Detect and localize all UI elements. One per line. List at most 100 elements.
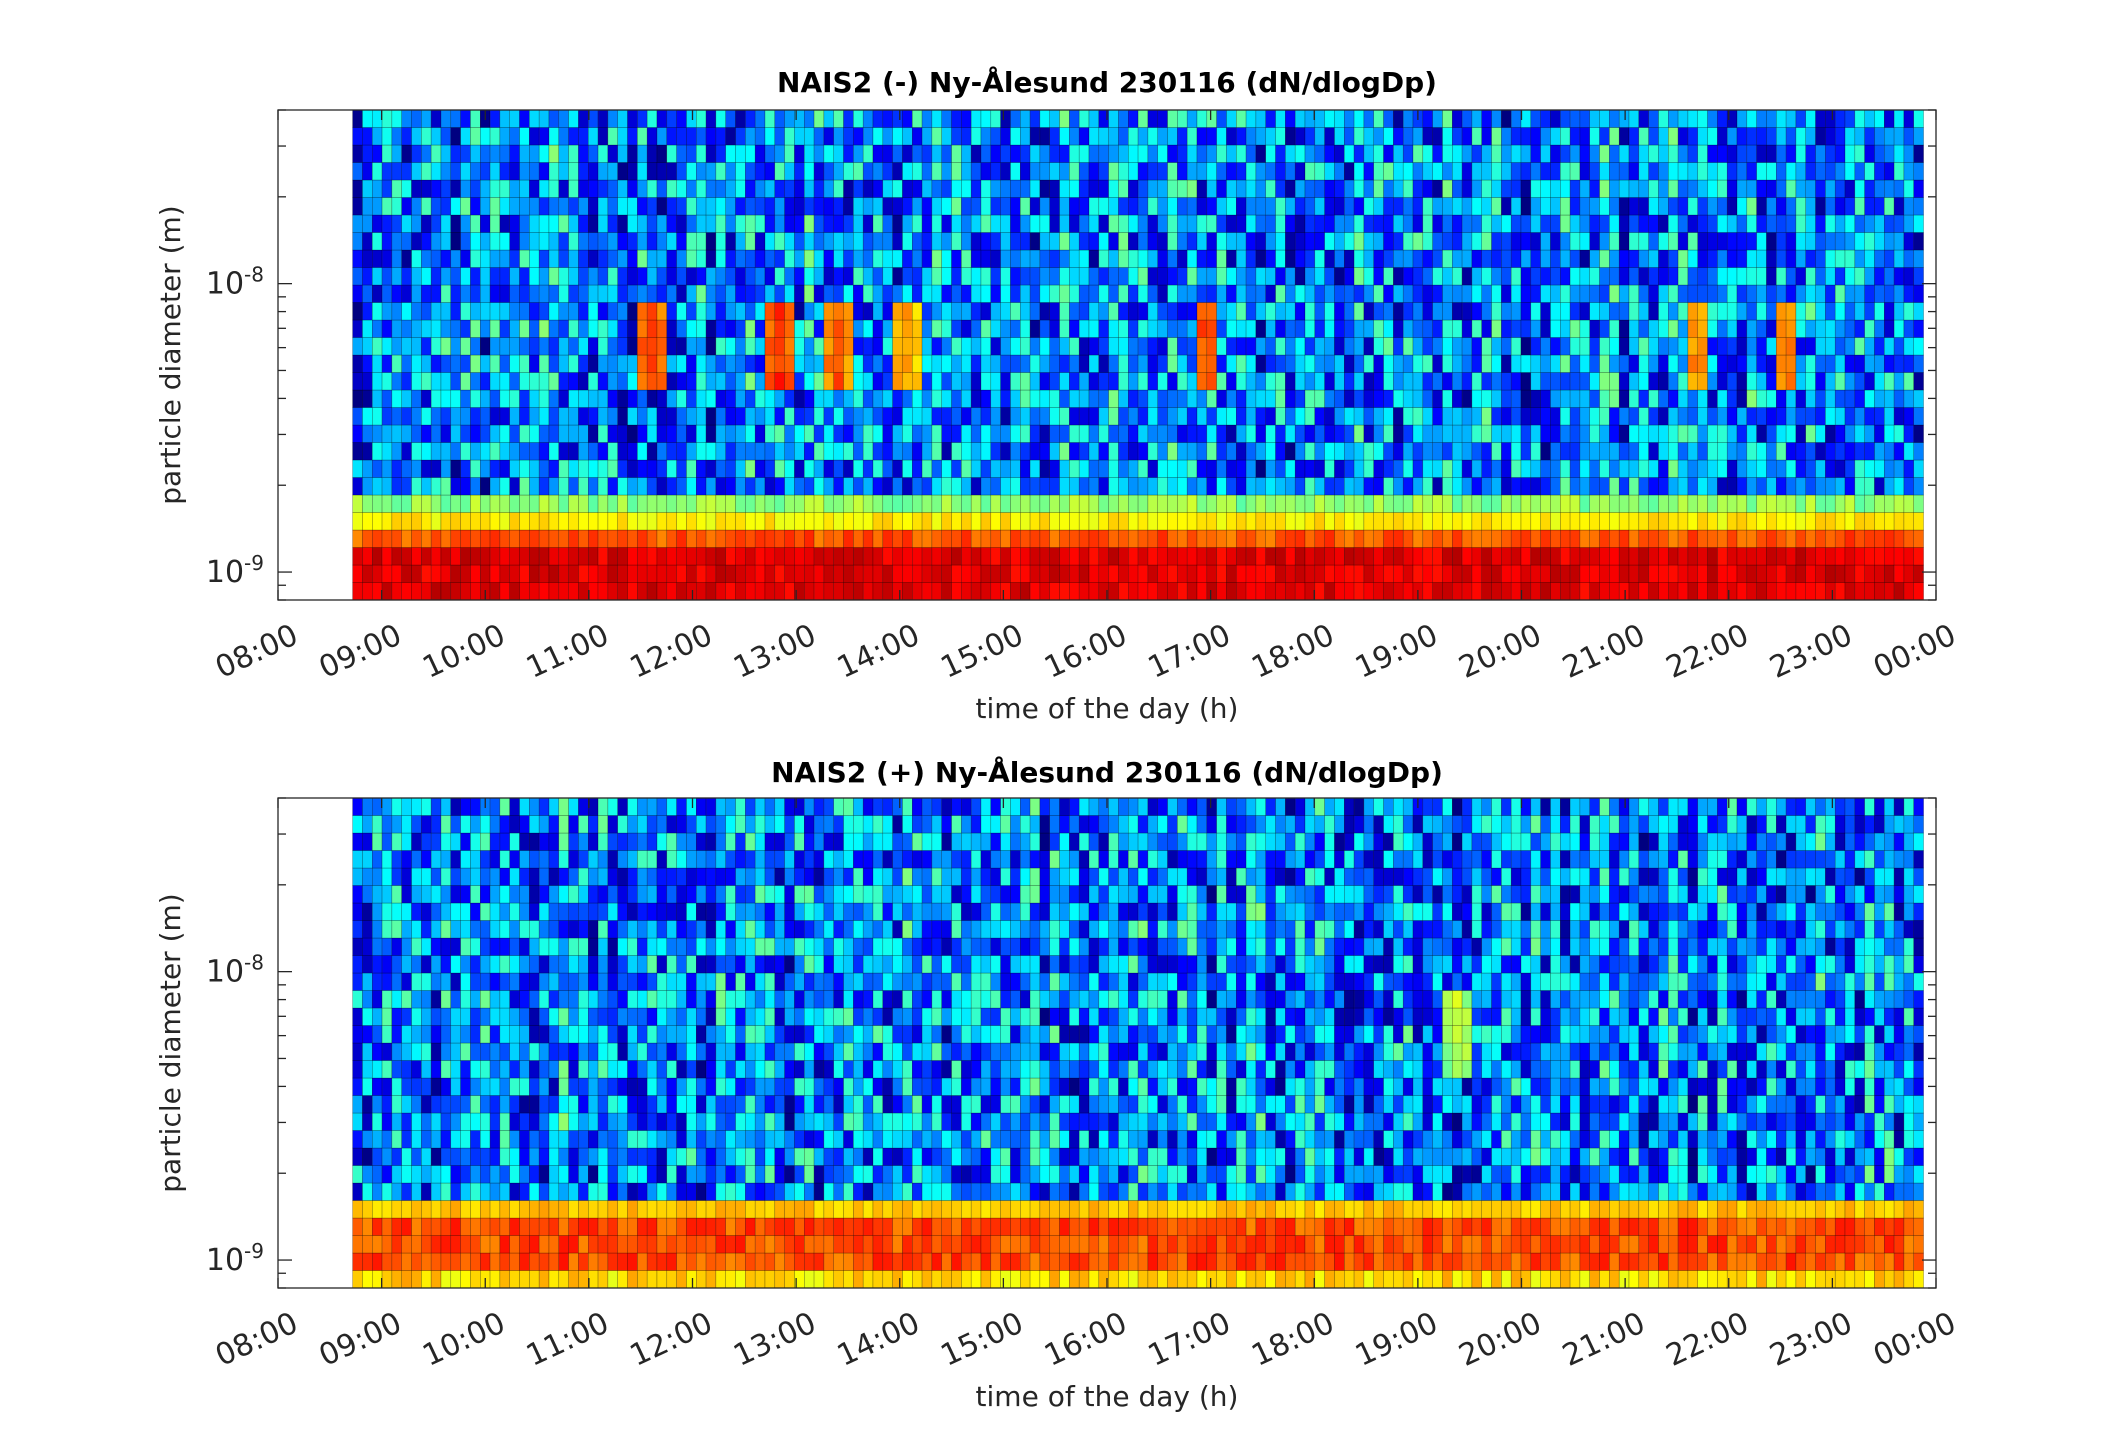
heatmap-cell <box>656 162 668 181</box>
heatmap-cell <box>421 1077 432 1096</box>
heatmap-cell <box>990 564 1001 583</box>
heatmap-cell <box>1137 354 1149 373</box>
heatmap-cell <box>1687 284 1698 303</box>
heatmap-cell <box>1668 302 1679 321</box>
heatmap-cell <box>401 109 412 128</box>
heatmap-cell <box>1884 337 1895 356</box>
heatmap-cell <box>1363 267 1374 286</box>
heatmap-cell <box>1059 197 1070 216</box>
heatmap-cell <box>1265 179 1276 198</box>
heatmap-cell <box>1275 407 1286 426</box>
heatmap-cell <box>1216 267 1227 286</box>
heatmap-cell <box>902 424 913 443</box>
heatmap-cell <box>558 162 569 181</box>
heatmap-cell <box>1579 512 1590 531</box>
heatmap-cell <box>1648 442 1659 461</box>
heatmap-cell <box>1893 144 1905 163</box>
heatmap-cell <box>1805 232 1816 251</box>
heatmap-cell <box>529 144 540 163</box>
heatmap-cell <box>1373 564 1384 583</box>
heatmap-cell <box>421 284 432 303</box>
heatmap-cell <box>1108 109 1119 128</box>
heatmap-cell <box>1177 354 1188 373</box>
heatmap-cell <box>1560 564 1571 583</box>
heatmap-cell <box>1059 372 1070 391</box>
heatmap-cell <box>1658 284 1669 303</box>
heatmap-cell <box>666 529 677 548</box>
heatmap-cell <box>1314 232 1325 251</box>
heatmap-cell <box>990 372 1001 391</box>
heatmap-cell <box>401 1235 412 1254</box>
heatmap-cell <box>1913 319 1924 338</box>
heatmap-cell <box>745 127 756 146</box>
heatmap-cell <box>1687 459 1698 478</box>
heatmap-cell <box>529 582 540 601</box>
heatmap-cell <box>1196 319 1208 338</box>
heatmap-cell <box>538 389 550 408</box>
heatmap-cell <box>656 372 668 391</box>
heatmap-cell <box>1422 372 1433 391</box>
heatmap-cell <box>1422 284 1433 303</box>
heatmap-cell <box>470 1130 481 1149</box>
heatmap-cell <box>862 337 874 356</box>
heatmap-cell <box>607 372 618 391</box>
heatmap-cell <box>588 529 599 548</box>
heatmap-cell <box>381 424 393 443</box>
heatmap-cell <box>1687 302 1698 321</box>
heatmap-cell <box>440 1095 452 1114</box>
heatmap-cell <box>941 144 952 163</box>
heatmap-cell <box>480 1182 491 1201</box>
heatmap-cell <box>1049 494 1060 513</box>
heatmap-cell <box>470 1060 481 1079</box>
heatmap-cell <box>489 815 501 834</box>
heatmap-cell <box>362 162 373 181</box>
heatmap-cell <box>460 372 471 391</box>
heatmap-cell <box>480 354 491 373</box>
heatmap-cell <box>646 407 658 426</box>
heatmap-cell <box>813 232 825 251</box>
heatmap-cell <box>1687 232 1698 251</box>
heatmap-cell <box>1088 494 1100 513</box>
heatmap-cell <box>843 214 854 233</box>
heatmap-cell <box>1010 127 1021 146</box>
heatmap-cell <box>637 232 648 251</box>
heatmap-cell <box>1039 284 1050 303</box>
heatmap-cell <box>1236 529 1247 548</box>
heatmap-cell <box>401 127 412 146</box>
heatmap-cell <box>990 477 1001 496</box>
heatmap-cell <box>1118 512 1129 531</box>
heatmap-cell <box>1717 372 1728 391</box>
heatmap-cell <box>1854 337 1865 356</box>
heatmap-cell <box>1039 424 1050 443</box>
heatmap-cell <box>578 529 589 548</box>
heatmap-cell <box>411 267 422 286</box>
heatmap-cell <box>352 337 363 356</box>
heatmap-cell <box>823 424 834 443</box>
heatmap-cell <box>381 832 393 851</box>
heatmap-cell <box>1226 197 1237 216</box>
heatmap-cell <box>1530 337 1541 356</box>
heatmap-cell <box>480 179 491 198</box>
heatmap-cell <box>1373 109 1384 128</box>
heatmap-cell <box>1167 354 1178 373</box>
heatmap-cell <box>853 179 864 198</box>
heatmap-cell <box>1854 302 1865 321</box>
heatmap-cell <box>489 1077 501 1096</box>
heatmap-cell <box>568 337 579 356</box>
heatmap-cell <box>882 197 893 216</box>
heatmap-cell <box>941 582 952 601</box>
heatmap-cell <box>430 144 442 163</box>
heatmap-cell <box>568 162 579 181</box>
heatmap-cell <box>489 529 501 548</box>
heatmap-cell <box>1059 582 1070 601</box>
heatmap-cell <box>1324 127 1335 146</box>
heatmap-cell <box>1599 267 1610 286</box>
heatmap-cell <box>1324 337 1335 356</box>
heatmap-cell <box>1314 127 1325 146</box>
heatmap-cell <box>1324 564 1335 583</box>
heatmap-cell <box>1118 372 1129 391</box>
heatmap-cell <box>1726 564 1738 583</box>
heatmap-cell <box>823 127 834 146</box>
heatmap-cell <box>931 477 942 496</box>
heatmap-cell <box>430 354 442 373</box>
